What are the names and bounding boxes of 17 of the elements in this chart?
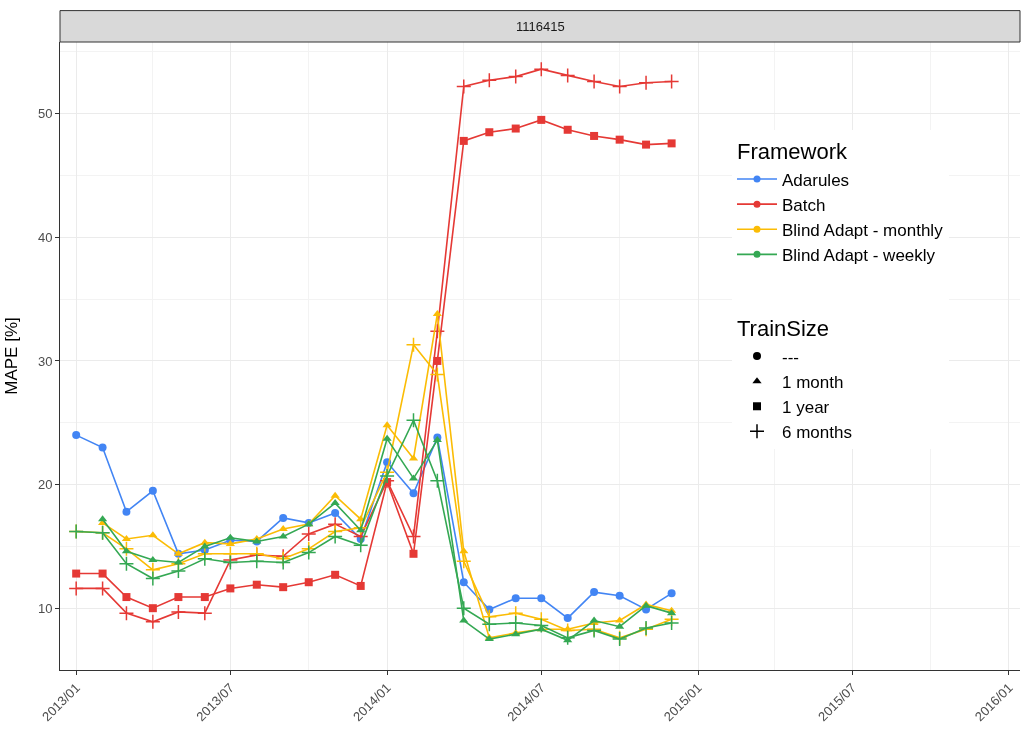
y-tick-label: 10 — [37, 600, 53, 616]
legend-label: Adarules — [782, 170, 850, 190]
y-tick-label: 30 — [37, 353, 53, 369]
legend-label: 1 month — [782, 372, 844, 392]
text: Framework — [737, 139, 848, 165]
chart-title: 1116415 — [516, 19, 565, 34]
legend-label: 1 year — [782, 397, 830, 417]
y-tick-label: 40 — [37, 229, 53, 245]
legend-label: 6 months — [782, 423, 852, 442]
text: TrainSize — [737, 316, 830, 342]
legend-label: Blind Adapt - monthly — [782, 220, 944, 240]
legend-label: --- — [782, 347, 799, 367]
y-tick-label: 50 — [37, 106, 53, 122]
y-tick-label: 20 — [37, 477, 53, 493]
legend-label: Batch — [782, 195, 826, 215]
legend-label: Blind Adapt - weekly — [782, 246, 936, 265]
y-axis-title: MAPE [%] — [2, 317, 22, 395]
